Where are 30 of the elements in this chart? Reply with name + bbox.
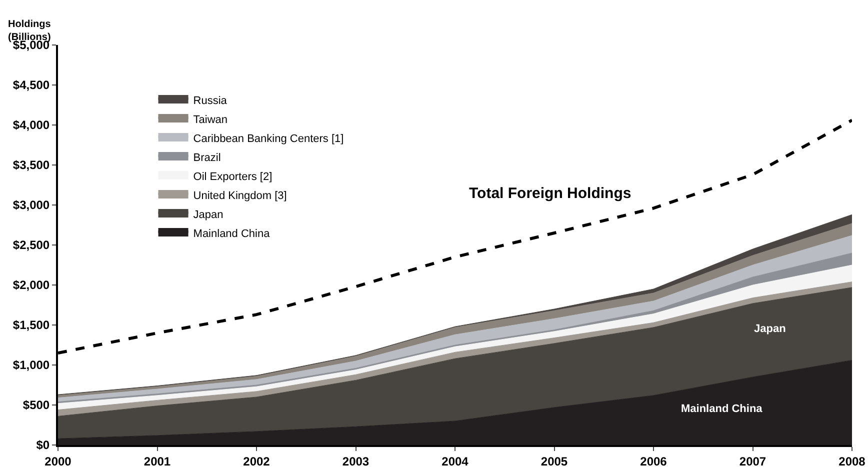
legend-label: Mainland China: [193, 228, 271, 240]
y-tick-label: $2,000: [12, 278, 50, 292]
legend-label: Brazil: [193, 152, 221, 164]
annotation: Total Foreign Holdings: [469, 185, 632, 202]
x-tick-label: 2001: [144, 454, 171, 467]
legend-label: Oil Exporters [2]: [193, 170, 272, 183]
y-tick-label: $1,500: [12, 318, 50, 332]
y-tick-label: $0: [36, 438, 50, 452]
y-tick-label: $1,000: [12, 358, 50, 372]
x-tick-label: 2002: [243, 454, 270, 467]
annotation: Mainland China: [681, 403, 764, 415]
x-tick-label: 2004: [442, 454, 469, 467]
legend-label: Russia: [193, 94, 228, 107]
y-tick-label: $4,000: [12, 118, 50, 132]
legend-label: United Kingdom [3]: [193, 190, 287, 202]
y-tick-label: $3,000: [12, 198, 50, 212]
y-tick-label: $4,500: [12, 78, 50, 92]
x-tick-label: 2006: [640, 454, 668, 467]
annotation: Japan: [754, 323, 786, 335]
x-tick-label: 2003: [342, 454, 370, 467]
legend-label: Taiwan: [193, 114, 228, 126]
x-tick-label: 2008: [838, 454, 866, 467]
x-tick-label: 2005: [540, 454, 568, 467]
y-tick-label: $500: [22, 398, 50, 412]
y-tick-label: $2,500: [12, 238, 50, 252]
legend-label: Japan: [193, 208, 224, 221]
y-tick-label: $3,500: [12, 158, 50, 172]
legend-label: Caribbean Banking Centers [1]: [193, 132, 344, 145]
x-tick-label: 2000: [44, 454, 72, 467]
x-tick-label: 2007: [739, 454, 766, 467]
